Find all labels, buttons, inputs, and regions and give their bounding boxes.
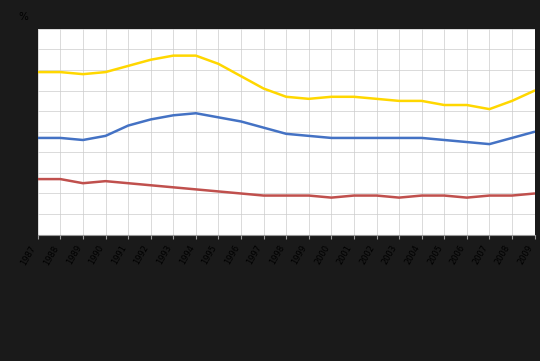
Text: %: % [18,12,28,22]
